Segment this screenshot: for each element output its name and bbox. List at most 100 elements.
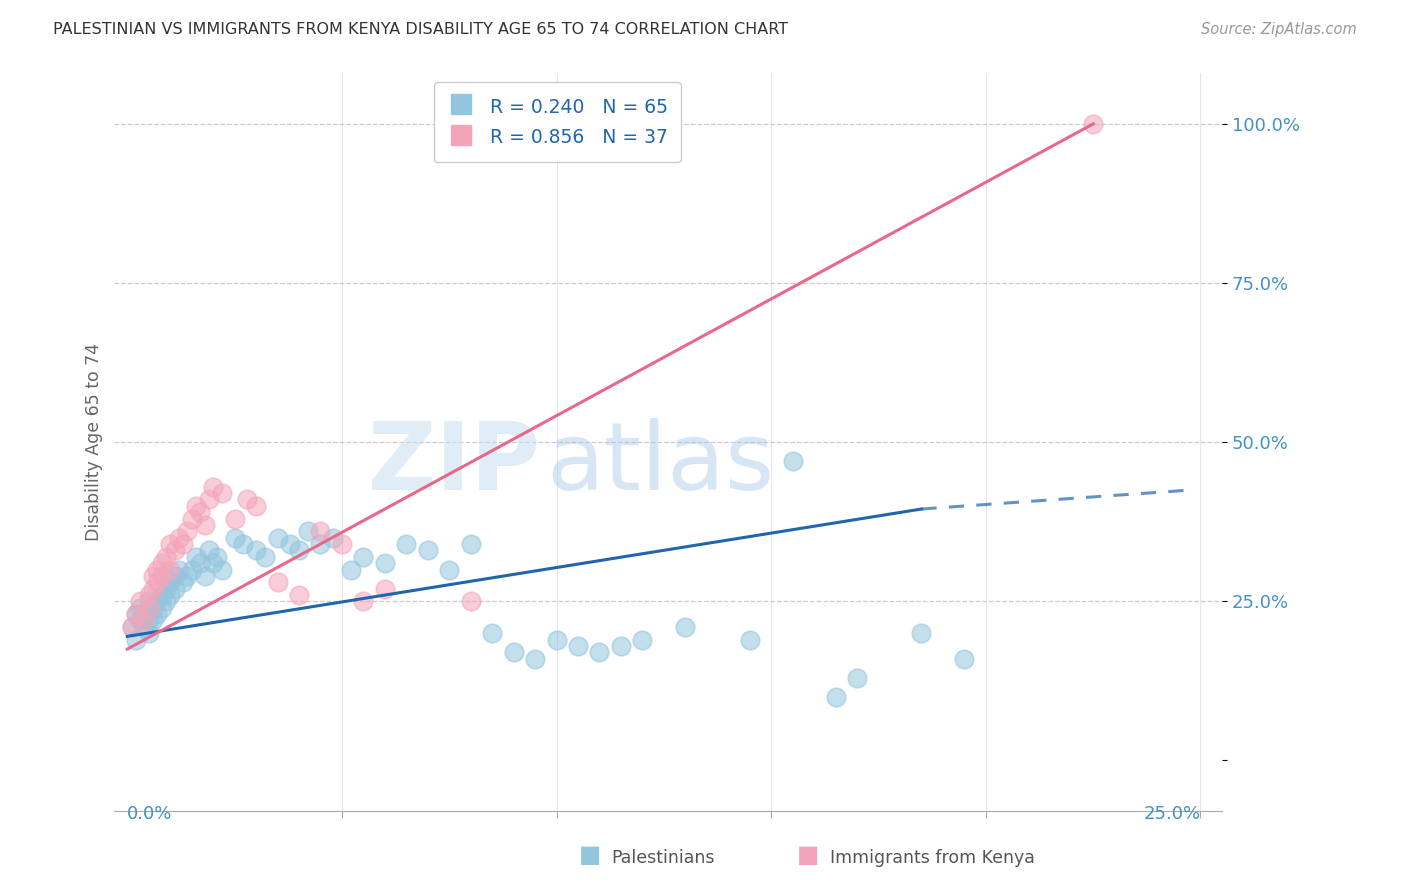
Point: [155, 582, 177, 596]
Point: [460, 594, 482, 608]
Point: [202, 480, 225, 494]
Point: [224, 511, 246, 525]
Point: [481, 626, 503, 640]
Point: [232, 537, 254, 551]
Point: [142, 582, 165, 596]
Point: [288, 588, 311, 602]
Point: [142, 614, 165, 628]
Point: [155, 594, 177, 608]
Point: [134, 614, 156, 628]
Point: [129, 594, 152, 608]
Point: [146, 594, 169, 608]
Point: [198, 492, 221, 507]
Point: [138, 626, 160, 640]
Point: [125, 632, 148, 647]
Point: [180, 511, 202, 525]
Point: [150, 600, 173, 615]
Point: [146, 562, 169, 576]
Point: [910, 626, 932, 640]
Point: [193, 569, 215, 583]
Point: [374, 582, 396, 596]
Text: ■: ■: [797, 843, 820, 867]
Text: PALESTINIAN VS IMMIGRANTS FROM KENYA DISABILITY AGE 65 TO 74 CORRELATION CHART: PALESTINIAN VS IMMIGRANTS FROM KENYA DIS…: [53, 22, 789, 37]
Point: [631, 632, 654, 647]
Legend: R = 0.240   N = 65, R = 0.856   N = 37: R = 0.240 N = 65, R = 0.856 N = 37: [433, 82, 681, 161]
Point: [202, 556, 225, 570]
Point: [236, 492, 259, 507]
Point: [524, 651, 547, 665]
Text: 25.0%: 25.0%: [1143, 805, 1201, 823]
Point: [846, 671, 869, 685]
Point: [253, 549, 276, 564]
Point: [125, 607, 148, 621]
Point: [673, 620, 696, 634]
Point: [330, 537, 353, 551]
Point: [207, 549, 229, 564]
Point: [184, 549, 207, 564]
Point: [193, 518, 215, 533]
Point: [138, 600, 160, 615]
Text: Source: ZipAtlas.com: Source: ZipAtlas.com: [1201, 22, 1357, 37]
Point: [297, 524, 319, 539]
Point: [150, 556, 173, 570]
Point: [138, 614, 160, 628]
Point: [134, 620, 156, 634]
Point: [159, 562, 181, 576]
Point: [288, 543, 311, 558]
Point: [439, 562, 461, 576]
Text: Immigrants from Kenya: Immigrants from Kenya: [830, 849, 1035, 867]
Point: [567, 639, 589, 653]
Point: [150, 588, 173, 602]
Point: [280, 537, 302, 551]
Point: [953, 651, 976, 665]
Point: [134, 607, 156, 621]
Point: [245, 543, 267, 558]
Point: [125, 607, 148, 621]
Point: [163, 582, 186, 596]
Point: [395, 537, 418, 551]
Point: [339, 562, 361, 576]
Point: [155, 549, 177, 564]
Text: 0.0%: 0.0%: [128, 805, 173, 823]
Point: [121, 620, 143, 634]
Point: [163, 569, 186, 583]
Text: Palestinians: Palestinians: [612, 849, 716, 867]
Point: [184, 499, 207, 513]
Point: [129, 614, 152, 628]
Point: [198, 543, 221, 558]
Point: [188, 556, 211, 570]
Point: [1081, 117, 1104, 131]
Y-axis label: Disability Age 65 to 74: Disability Age 65 to 74: [86, 343, 103, 541]
Point: [167, 531, 190, 545]
Point: [309, 524, 332, 539]
Point: [460, 537, 482, 551]
Point: [172, 537, 194, 551]
Point: [150, 569, 173, 583]
Point: [322, 531, 344, 545]
Point: [266, 575, 288, 590]
Text: atlas: atlas: [547, 418, 775, 510]
Point: [159, 588, 181, 602]
Point: [610, 639, 633, 653]
Text: ■: ■: [579, 843, 602, 867]
Point: [172, 575, 194, 590]
Point: [416, 543, 439, 558]
Text: ZIP: ZIP: [368, 418, 541, 510]
Point: [176, 569, 198, 583]
Point: [121, 620, 143, 634]
Point: [142, 569, 165, 583]
Point: [546, 632, 568, 647]
Point: [782, 454, 804, 468]
Point: [188, 505, 211, 519]
Point: [146, 607, 169, 621]
Point: [142, 600, 165, 615]
Point: [138, 594, 160, 608]
Point: [352, 594, 374, 608]
Point: [309, 537, 332, 551]
Point: [502, 645, 524, 659]
Point: [824, 690, 846, 704]
Point: [738, 632, 761, 647]
Point: [211, 486, 233, 500]
Point: [129, 600, 152, 615]
Point: [180, 562, 202, 576]
